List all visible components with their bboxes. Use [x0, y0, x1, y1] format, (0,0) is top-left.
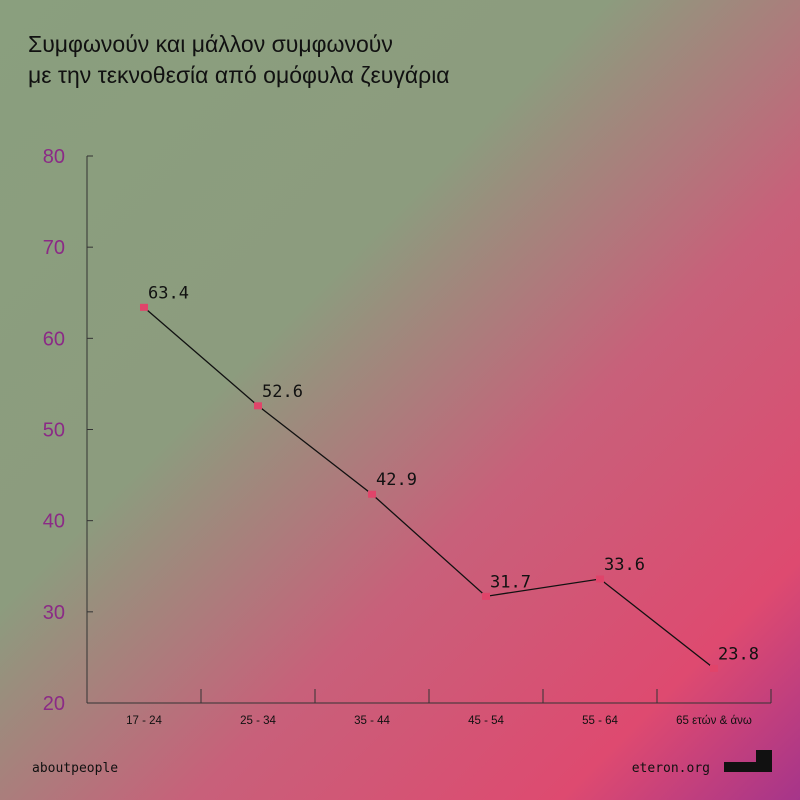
footer-right: eteron.org	[632, 761, 710, 776]
y-tick-label: 50	[43, 420, 65, 442]
x-tick-label: 35 - 44	[354, 715, 390, 727]
x-tick-label: 55 - 64	[582, 715, 618, 727]
data-label: 23.8	[718, 644, 759, 664]
y-tick-label: 80	[43, 146, 65, 168]
y-tick-label: 60	[43, 328, 65, 350]
chart-title: Συμφωνούν και μάλλον συμφωνούν	[28, 31, 393, 57]
data-label: 42.9	[376, 470, 417, 490]
x-tick-label: 17 - 24	[126, 715, 162, 727]
x-tick-label: 65 ετών & άνω	[676, 715, 752, 727]
marker	[254, 402, 262, 410]
marker	[482, 592, 490, 600]
data-label: 63.4	[148, 283, 189, 303]
y-tick-label: 20	[43, 693, 65, 715]
data-label: 33.6	[604, 555, 645, 575]
x-tick-label: 25 - 34	[240, 715, 276, 727]
logo	[724, 750, 772, 772]
line	[143, 306, 715, 669]
footer-left: aboutpeople	[32, 761, 118, 776]
marker	[368, 490, 376, 498]
data-label: 52.6	[262, 382, 303, 402]
chart-title: με την τεκνοθεσία από ομόφυλα ζευγάρια	[28, 62, 450, 88]
marker	[140, 303, 148, 311]
y-tick-label: 40	[43, 511, 65, 533]
y-tick-label: 30	[43, 602, 65, 624]
x-tick-label: 45 - 54	[468, 715, 504, 727]
marker	[596, 575, 604, 583]
marker	[710, 664, 718, 672]
y-tick-label: 70	[43, 237, 65, 259]
data-label: 31.7	[490, 572, 531, 592]
